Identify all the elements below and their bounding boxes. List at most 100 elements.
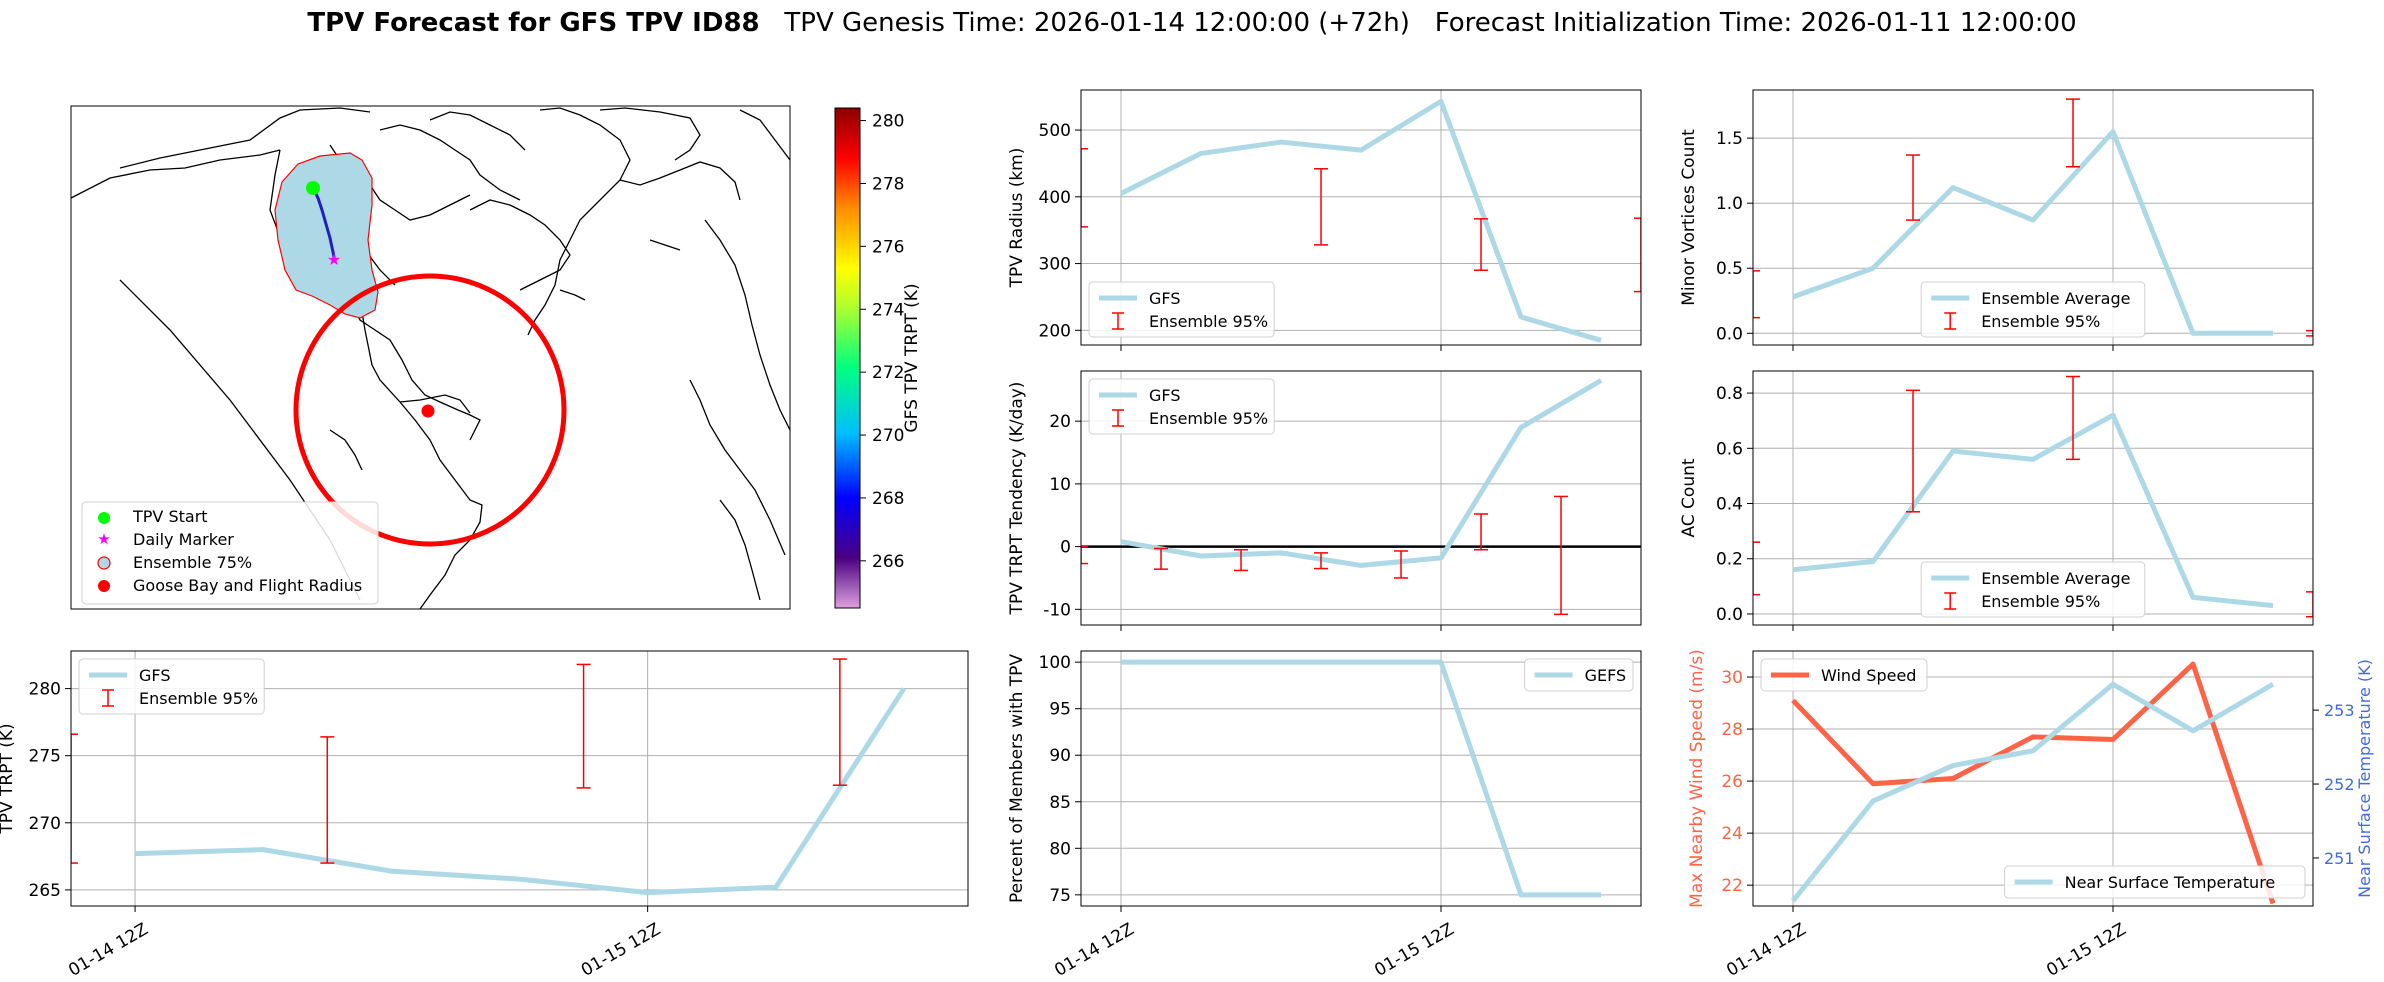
map-legend-label: Ensemble 75% (133, 553, 252, 572)
x-tick-label: 01-14 12Z (1051, 919, 1137, 980)
ensemble-75-region (274, 152, 379, 319)
series-line-gfs (1120, 378, 1603, 568)
y-tick-label: 1.0 (1716, 194, 1743, 214)
y-tick-label: 0 (1060, 538, 1071, 558)
y-tick-label: 10 (1049, 475, 1071, 495)
y2-tick-label: 252 (2324, 775, 2355, 794)
y-tick-label: 22 (1721, 876, 1743, 896)
y-tick-label: 1.5 (1716, 129, 1743, 149)
y-tick-label: 0.8 (1716, 384, 1743, 404)
x-tick-label: 01-15 12Z (1371, 919, 1457, 980)
series-line-gefs (1121, 659, 1601, 898)
y-tick-label: 0.0 (1716, 605, 1743, 625)
legend-label: GFS (139, 666, 170, 685)
series-line-gfs (134, 687, 907, 896)
flight-radius-circle (293, 273, 567, 547)
panel-wind: 251 252 253 Near Surface Temperature (K) 22 2… (1687, 649, 2374, 981)
y-axis-label: TPV TRPT Tendency (K/day) (1007, 382, 1027, 616)
axes-frame (1752, 89, 2314, 346)
legend: GFS Ensemble 95% (78, 658, 265, 715)
y-tick-label: 265 (29, 881, 61, 901)
series-line-gfs (1119, 98, 1602, 343)
y-axis-label: Max Nearby Wind Speed (m/s) (1687, 649, 1707, 908)
y-tick-label: 275 (29, 747, 61, 767)
axes-frame (1080, 650, 1642, 907)
legend-label: GEFS (1585, 666, 1627, 685)
x-tick-label: 01-15 12Z (2043, 919, 2129, 980)
y-tick-label: 0.4 (1716, 495, 1743, 515)
legend-label: Ensemble 95% (1981, 592, 2100, 611)
y-tick-label: 0.6 (1716, 439, 1743, 459)
y2-tick-label: 253 (2324, 701, 2355, 720)
tpv-track (311, 187, 337, 263)
legend-label: Ensemble Average (1981, 289, 2130, 308)
y-tick-label: 26 (1721, 772, 1743, 792)
colorbar-tick-label: 266 (872, 552, 904, 572)
y-tick-label: 270 (29, 814, 61, 834)
x-tick-label: 01-15 12Z (578, 919, 664, 980)
legend: Ensemble Average Ensemble 95% (1920, 281, 2146, 338)
y-tick-label: 85 (1049, 793, 1071, 813)
legend: GFS Ensemble 95% (1088, 378, 1275, 435)
y-tick-label: 95 (1049, 700, 1071, 720)
x-tick-label: 01-14 12Z (1723, 919, 1809, 980)
plot-area (1753, 375, 2313, 618)
colorbar: 266 268 270 272 274 276 278 280 GFS TPV TRPT (K… (834, 107, 922, 609)
daily-marker-star: ★ (327, 250, 341, 269)
y-axis-label: Minor Vortices Count (1679, 129, 1699, 306)
map-legend-label: Daily Marker (133, 530, 234, 549)
plot-area (1753, 98, 2313, 337)
y-tick-label: 100 (1039, 653, 1071, 673)
legend-box (1920, 281, 2146, 338)
series-line-ensemble-average (1792, 129, 2273, 336)
y-tick-label: 90 (1049, 746, 1071, 766)
colorbar-tick-label: 272 (872, 363, 904, 383)
y2-tick-label: 251 (2324, 849, 2355, 868)
legend-box (1524, 658, 1634, 692)
y-tick-label: 75 (1049, 886, 1071, 906)
panel-minor: 0.0 0.5 1.0 1.5 Minor Vortices Count Ensemble… (1679, 89, 2314, 351)
y-tick-label: -10 (1043, 600, 1071, 620)
legend: GFS Ensemble 95% (1088, 281, 1275, 338)
panel-percent: 75 80 85 90 95 100 Percent of Members with TPV… (1007, 650, 1642, 981)
axes-frame (1080, 89, 1642, 346)
svg-text:★: ★ (97, 530, 110, 548)
legend-label: Ensemble 95% (1149, 312, 1268, 331)
map-legend-label: TPV Start (132, 507, 208, 526)
legend-box (2004, 865, 2306, 899)
legend-label: Ensemble 95% (1149, 409, 1268, 428)
legend-box (1760, 658, 1928, 692)
colorbar-tick-label: 270 (872, 426, 904, 446)
legend-label: Ensemble 95% (1981, 312, 2100, 331)
series-line-near-surface-temperature (1791, 681, 2275, 903)
axes-frame (1752, 370, 2314, 626)
legend: Wind Speed (1760, 658, 1928, 692)
y-tick-label: 0.2 (1716, 550, 1743, 570)
colorbar-tick-label: 276 (872, 237, 904, 257)
legend: Near Surface Temperature (2004, 865, 2306, 899)
map-legend-label: Goose Bay and Flight Radius (133, 576, 362, 595)
colorbar-tick-label: 274 (872, 300, 904, 320)
plot-area (1121, 659, 1601, 898)
y-tick-label: 300 (1039, 255, 1071, 275)
colorbar-tick-label: 268 (872, 489, 904, 509)
tpv-start-marker (306, 181, 320, 195)
legend: GEFS (1524, 658, 1634, 692)
y-tick-label: 400 (1039, 188, 1071, 208)
axes-frame (70, 650, 969, 907)
legend-label: Wind Speed (1821, 666, 1916, 685)
plot-area (1081, 98, 1641, 343)
y-axis-label: TPV Radius (km) (1007, 148, 1027, 289)
panel-radius: 200 300 400 500 TPV Radius (km) GFS Ensemble 9… (1007, 89, 1642, 351)
legend-label: GFS (1149, 386, 1180, 405)
axes-frame (1752, 650, 2314, 907)
y-tick-label: 280 (29, 680, 61, 700)
plot-area (1791, 661, 2276, 905)
y-tick-label: 24 (1721, 824, 1743, 844)
y-axis-label: Percent of Members with TPV (1007, 654, 1027, 903)
y-axis-label: TPV TRPT (K) (0, 723, 17, 834)
goose-bay-marker (421, 404, 435, 418)
x-tick-label: 01-14 12Z (65, 919, 151, 980)
y-tick-label: 20 (1049, 412, 1071, 432)
panel-tendency: -10 0 10 20 TPV TRPT Tendency (K/day) GFS Ense… (1007, 370, 1642, 631)
